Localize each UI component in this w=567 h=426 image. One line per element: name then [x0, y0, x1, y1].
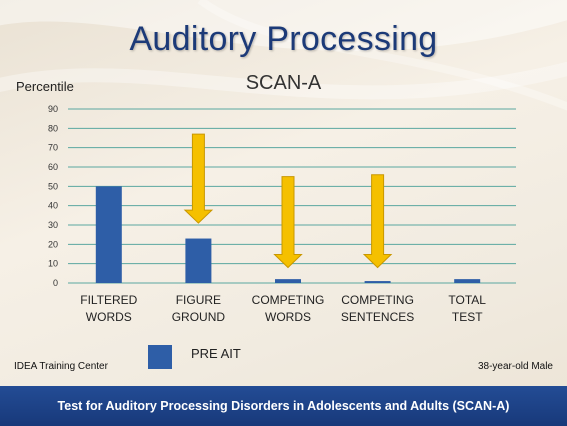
subject-label: 38-year-old Male	[477, 361, 553, 372]
y-tick-label: 10	[48, 259, 58, 269]
bar	[275, 279, 301, 283]
x-tick-label: FILTERED	[80, 293, 137, 307]
legend-swatch-pre-ait	[148, 345, 172, 369]
y-tick-label: 80	[48, 123, 58, 133]
x-tick-label: WORDS	[265, 310, 311, 324]
x-tick-label: FIGURE	[176, 293, 221, 307]
down-arrow-annotation	[362, 174, 393, 269]
y-tick-label: 60	[48, 162, 58, 172]
down-arrow-annotation	[183, 133, 214, 224]
x-tick-label: SENTENCES	[341, 310, 414, 324]
footer-banner: Test for Auditory Processing Disorders i…	[0, 386, 567, 426]
x-tick-label: COMPETING	[341, 293, 414, 307]
bar	[185, 238, 212, 283]
footer-text: Test for Auditory Processing Disorders i…	[57, 399, 510, 413]
x-tick-label: COMPETING	[252, 293, 325, 307]
x-tick-label: TOTAL	[448, 293, 486, 307]
y-tick-label: 30	[48, 220, 58, 230]
organization-label: IDEA Training Center	[14, 361, 108, 372]
chart-title: SCAN-A	[245, 72, 322, 94]
bar	[95, 186, 122, 283]
x-tick-label: GROUND	[172, 310, 226, 324]
y-tick-label: 90	[48, 104, 58, 114]
y-tick-label: 50	[48, 181, 58, 191]
y-axis-label: Percentile	[16, 79, 74, 94]
y-tick-label: 20	[48, 239, 58, 249]
y-tick-label: 0	[53, 278, 58, 288]
slide-title: Auditory Processing	[129, 20, 438, 58]
y-tick-label: 40	[48, 201, 58, 211]
bar-chart: 0 10 20 30 40 50 60 70 80 90 FILTERED WORDS FIGURE GR…	[48, 104, 516, 324]
x-tick-label: TEST	[452, 310, 483, 324]
down-arrow-annotation	[273, 176, 303, 269]
x-tick-label: WORDS	[86, 310, 132, 324]
bar	[454, 279, 481, 283]
y-tick-label: 70	[48, 143, 58, 153]
legend-label-pre-ait: PRE AIT	[191, 346, 241, 361]
bar	[364, 281, 391, 283]
